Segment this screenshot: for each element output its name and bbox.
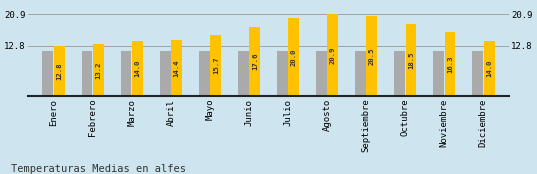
Bar bbox=[171, 40, 182, 96]
Bar bbox=[82, 51, 92, 96]
Bar bbox=[121, 51, 132, 96]
Text: 13.2: 13.2 bbox=[96, 61, 101, 79]
Bar bbox=[159, 51, 171, 96]
Text: Temperaturas Medias en alfes: Temperaturas Medias en alfes bbox=[11, 164, 186, 174]
Text: 14.0: 14.0 bbox=[486, 60, 492, 77]
Text: 18.5: 18.5 bbox=[408, 51, 414, 69]
Bar bbox=[472, 51, 483, 96]
Bar bbox=[54, 46, 65, 96]
Bar bbox=[277, 51, 288, 96]
Bar bbox=[238, 51, 249, 96]
Bar bbox=[484, 41, 495, 96]
Bar bbox=[394, 51, 405, 96]
Bar bbox=[355, 51, 366, 96]
Bar bbox=[211, 35, 221, 96]
Bar bbox=[199, 51, 209, 96]
Bar bbox=[132, 41, 143, 96]
Text: 20.5: 20.5 bbox=[369, 47, 375, 65]
Bar bbox=[93, 44, 104, 96]
Bar bbox=[328, 14, 338, 96]
Bar bbox=[366, 16, 378, 96]
Text: 15.7: 15.7 bbox=[213, 57, 219, 74]
Bar bbox=[445, 32, 455, 96]
Bar bbox=[316, 51, 326, 96]
Bar bbox=[249, 27, 260, 96]
Bar bbox=[42, 51, 53, 96]
Text: 20.9: 20.9 bbox=[330, 46, 336, 64]
Text: 20.0: 20.0 bbox=[291, 48, 297, 66]
Text: 12.8: 12.8 bbox=[57, 62, 63, 80]
Bar bbox=[288, 18, 299, 96]
Text: 17.6: 17.6 bbox=[252, 53, 258, 70]
Text: 14.4: 14.4 bbox=[174, 59, 180, 77]
Bar bbox=[405, 24, 416, 96]
Text: 16.3: 16.3 bbox=[447, 55, 453, 73]
Bar bbox=[433, 51, 444, 96]
Text: 14.0: 14.0 bbox=[135, 60, 141, 77]
